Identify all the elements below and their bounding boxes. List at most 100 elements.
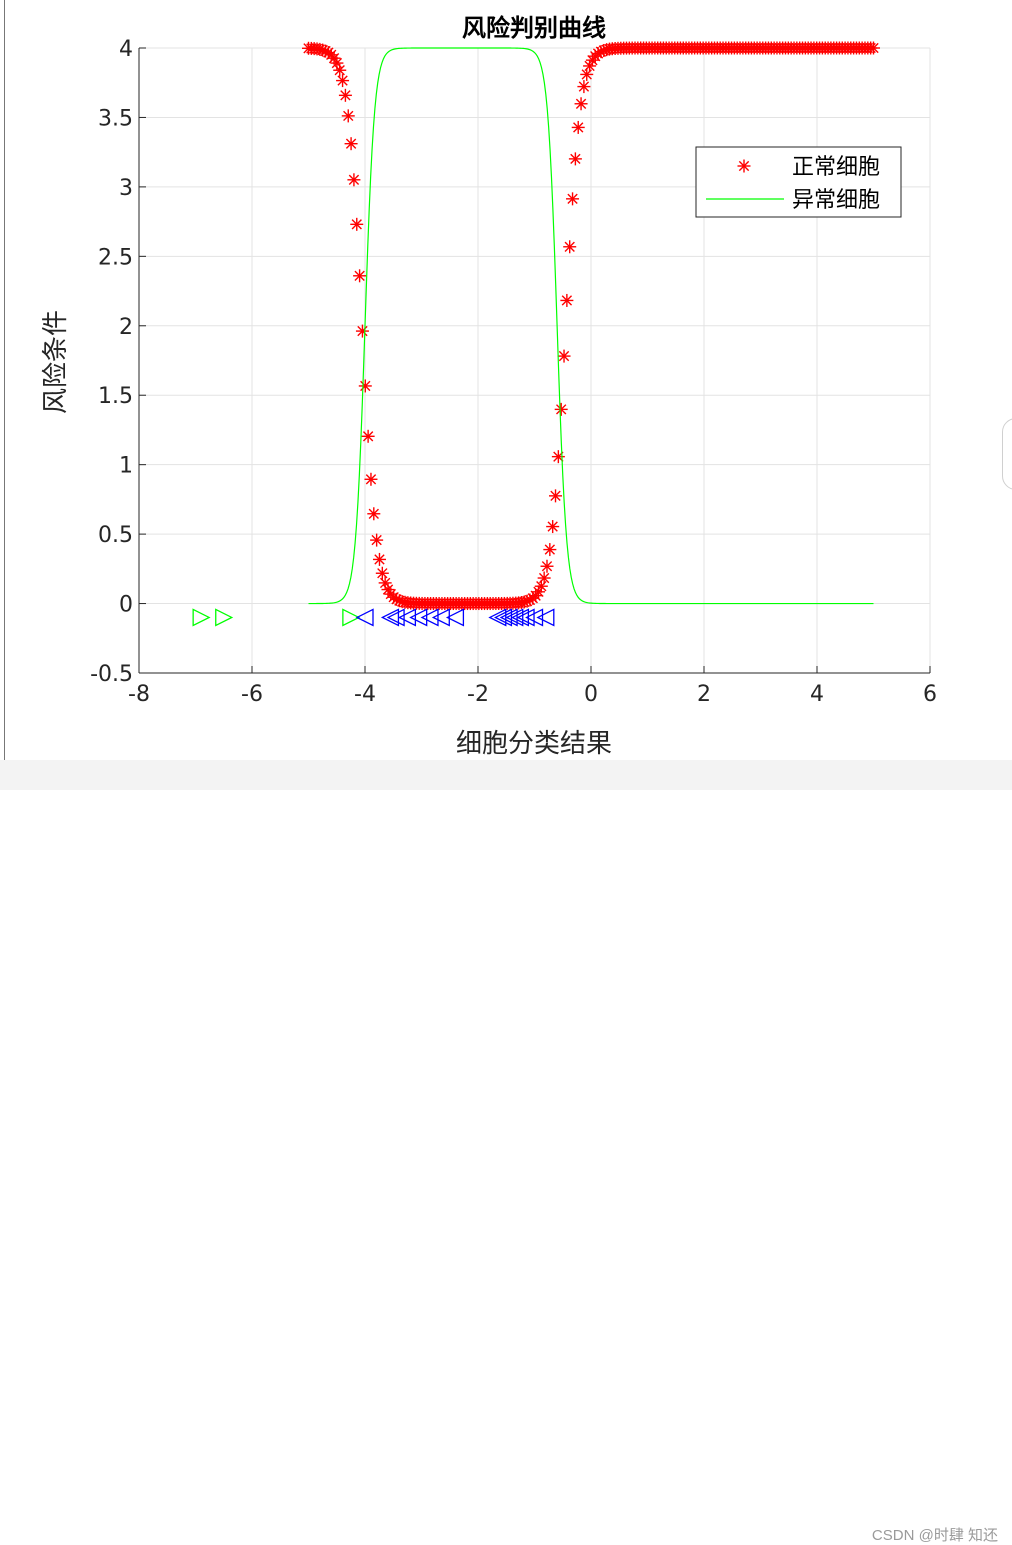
normal-cell-marker bbox=[350, 217, 364, 231]
y-tick-label: 1 bbox=[119, 454, 133, 479]
figure-canvas: -8 -6 -4 -2 0 2 4 6 -0.5 0 0.5 1 1.5 2 2.5 3 3.5 4 风险判别曲线… bbox=[0, 0, 1012, 760]
marker-stroke bbox=[331, 57, 343, 69]
marker-stroke bbox=[354, 270, 365, 281]
x-tick-label: 0 bbox=[584, 682, 598, 707]
normal-cell-marker bbox=[370, 533, 384, 547]
marker-stroke bbox=[345, 138, 357, 149]
window-left-border bbox=[4, 0, 5, 760]
marker-stroke bbox=[351, 219, 362, 230]
blue-triangle-marker bbox=[397, 608, 417, 627]
green-triangle-marker bbox=[215, 608, 234, 627]
blue-triangle-marker bbox=[525, 608, 544, 627]
marker-stroke bbox=[328, 52, 340, 64]
marker-stroke bbox=[550, 490, 561, 502]
normal-cell-marker bbox=[341, 109, 355, 123]
legend-label-abnormal: 异常细胞 bbox=[792, 188, 880, 213]
blue-triangle-marker bbox=[420, 608, 439, 627]
blue-triangle-marker bbox=[431, 608, 450, 627]
risk-chart: -8 -6 -4 -2 0 2 4 6 -0.5 0 0.5 1 1.5 2 2.5 3 3.5 4 风险判别曲线… bbox=[41, 14, 937, 759]
normal-cell-marker bbox=[355, 324, 369, 338]
plot-series bbox=[192, 41, 880, 627]
marker-stroke bbox=[371, 534, 382, 546]
normal-cell-marker bbox=[537, 571, 551, 585]
normal-cell-marker bbox=[551, 450, 565, 464]
marker-stroke bbox=[570, 153, 581, 165]
legend-label-normal: 正常细胞 bbox=[792, 155, 880, 180]
blue-triangle-marker bbox=[505, 608, 524, 627]
side-scroll-handle[interactable] bbox=[1002, 418, 1012, 490]
blue-triangle-marker bbox=[510, 608, 530, 627]
normal-cell-marker bbox=[375, 566, 389, 580]
y-tick-label: -0.5 bbox=[90, 662, 133, 687]
marker-stroke bbox=[340, 90, 351, 101]
marker-stroke bbox=[538, 572, 550, 584]
abnormal-cell-curve bbox=[308, 47, 874, 605]
marker-stroke bbox=[379, 577, 391, 589]
normal-cell-marker bbox=[543, 543, 557, 557]
marker-stroke bbox=[362, 431, 374, 442]
normal-cell-marker bbox=[347, 173, 361, 187]
blue-triangle-marker bbox=[445, 608, 465, 627]
normal-cell-marker bbox=[571, 120, 585, 134]
marker-stroke bbox=[564, 241, 575, 252]
normal-cell-marker bbox=[367, 507, 381, 521]
marker-stroke bbox=[337, 75, 348, 86]
blue-triangle-marker bbox=[516, 608, 535, 627]
marker-stroke bbox=[567, 193, 578, 205]
normal-cell-marker bbox=[353, 269, 367, 283]
marker-stroke bbox=[368, 508, 379, 519]
x-tick-label: -2 bbox=[467, 682, 489, 707]
normal-cell-marker bbox=[540, 559, 554, 573]
marker-stroke bbox=[868, 42, 879, 54]
chart-title: 风险判别曲线 bbox=[462, 14, 606, 42]
legend-box bbox=[695, 146, 902, 218]
x-tick-label: -4 bbox=[354, 682, 376, 707]
x-tick-label: 2 bbox=[697, 682, 711, 707]
normal-cell-marker bbox=[580, 67, 594, 81]
axes bbox=[138, 47, 931, 674]
y-tick-label: 1.5 bbox=[98, 384, 133, 409]
normal-cell-marker bbox=[557, 349, 571, 363]
marker-stroke bbox=[541, 561, 553, 572]
normal-cell-marker bbox=[568, 152, 582, 166]
normal-cell-marker bbox=[554, 402, 568, 416]
marker-stroke bbox=[573, 122, 584, 133]
normal-cell-marker bbox=[333, 63, 347, 77]
blue-triangle-marker bbox=[536, 608, 555, 627]
marker-stroke bbox=[360, 380, 371, 392]
y-tick-label: 0.5 bbox=[98, 523, 133, 548]
green-triangle-marker bbox=[192, 608, 211, 627]
blue-triangle-marker bbox=[386, 608, 405, 627]
y-axis-label: 风险条件 bbox=[41, 310, 71, 414]
marker-stroke bbox=[561, 295, 573, 306]
normal-cell-marker bbox=[737, 159, 751, 173]
normal-cell-marker bbox=[338, 88, 352, 102]
marker-stroke bbox=[547, 521, 558, 532]
footer-bar: CSDN @时肆 知还 bbox=[0, 760, 1012, 1544]
marker-stroke bbox=[365, 474, 377, 485]
green-triangle-marker bbox=[342, 608, 361, 627]
tick-labels: -8 -6 -4 -2 0 2 4 6 -0.5 0 0.5 1 1.5 2 2.5 3 3.5 4 bbox=[90, 37, 937, 707]
normal-cell-marker bbox=[344, 137, 358, 151]
normal-cell-marker bbox=[577, 80, 591, 94]
blue-triangle-marker bbox=[355, 608, 374, 627]
marker-stroke bbox=[377, 568, 388, 579]
marker-stroke bbox=[343, 110, 354, 122]
watermark: CSDN @时肆 知还 bbox=[871, 1527, 998, 1544]
marker-stroke bbox=[334, 65, 345, 76]
blue-triangle-marker bbox=[409, 608, 428, 627]
marker-stroke bbox=[556, 404, 567, 415]
y-tick-label: 2.5 bbox=[98, 245, 133, 270]
marker-stroke bbox=[348, 174, 360, 185]
y-tick-label: 3 bbox=[119, 176, 133, 201]
normal-cell-marker bbox=[358, 379, 372, 393]
normal-cell-marker bbox=[566, 192, 580, 206]
x-tick-label: 4 bbox=[810, 682, 824, 707]
x-tick-label: 6 bbox=[923, 682, 937, 707]
normal-cell-marker bbox=[372, 552, 386, 566]
marker-stroke bbox=[738, 160, 750, 172]
y-tick-label: 3.5 bbox=[98, 106, 133, 131]
marker-stroke bbox=[382, 584, 394, 595]
y-tick-label: 2 bbox=[119, 315, 133, 340]
marker-stroke bbox=[575, 98, 587, 109]
